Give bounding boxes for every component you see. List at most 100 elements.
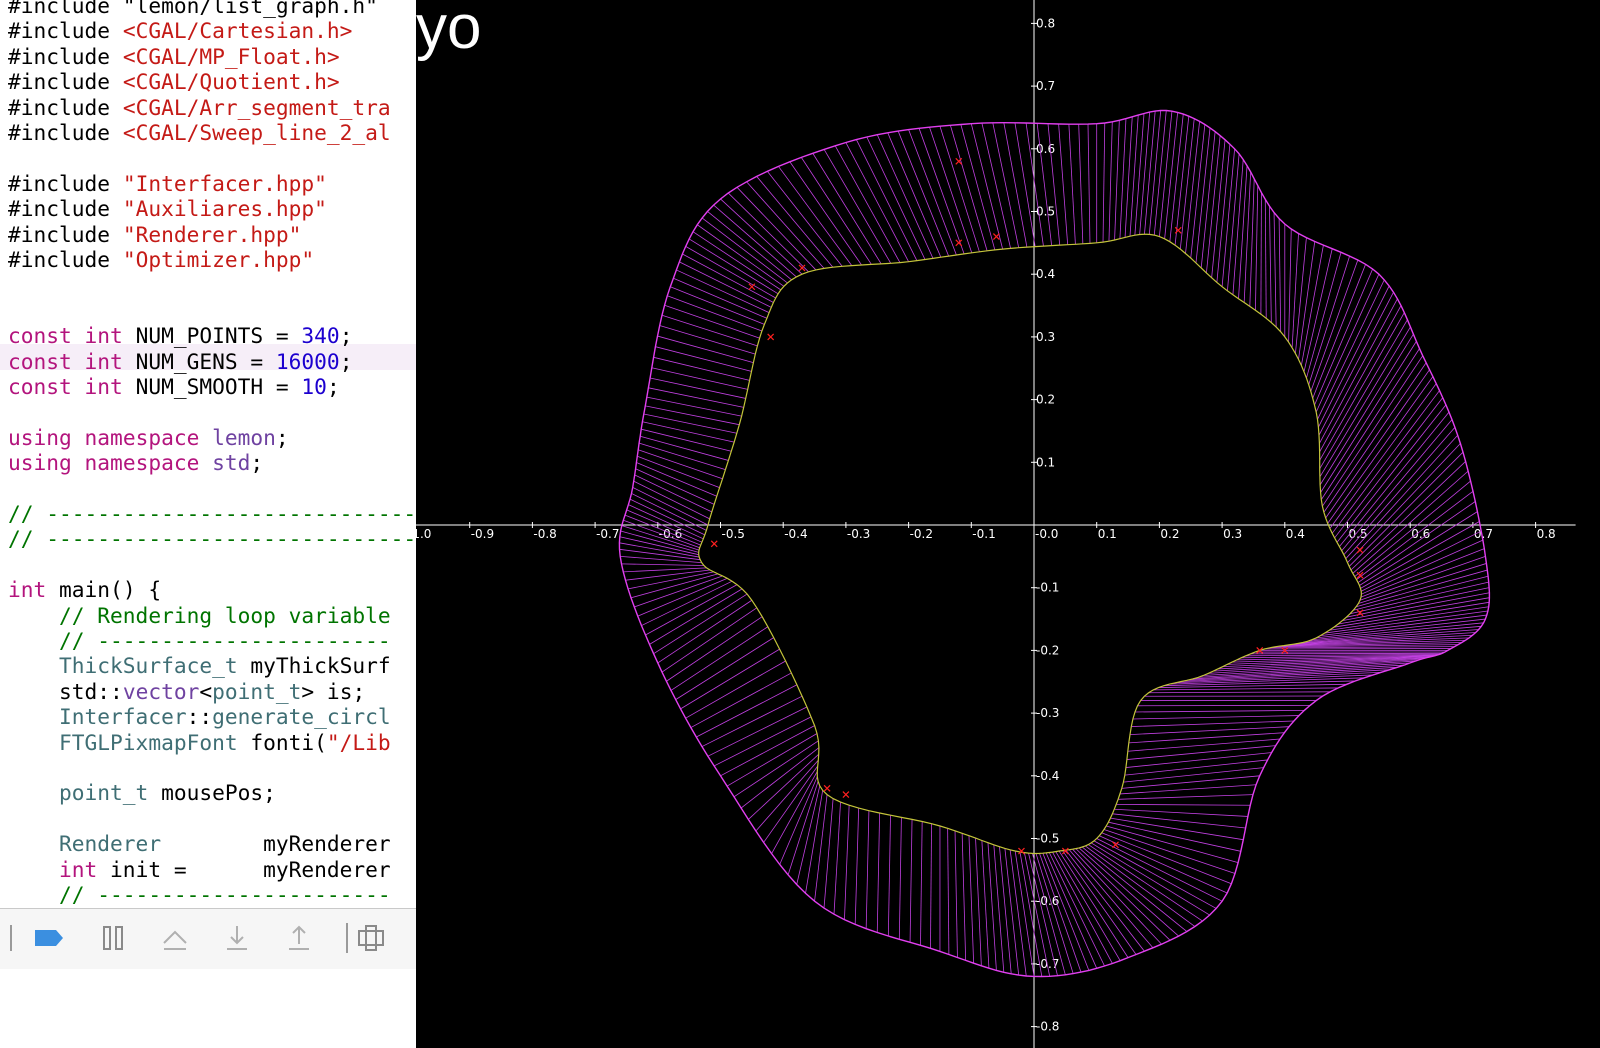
code-line[interactable]: #include <CGAL/Sweep_line_2_al (8, 120, 391, 146)
surface-connector (1072, 848, 1162, 945)
code-line[interactable]: const int NUM_GENS = 16000; (8, 349, 352, 375)
surface-connector (645, 405, 740, 426)
y-tick-label: -0.2 (1036, 643, 1059, 657)
code-line[interactable]: #include "Optimizer.hpp" (8, 247, 314, 273)
surface-connector (1319, 319, 1408, 469)
x-tick-label: 0.7 (1474, 527, 1493, 541)
code-line[interactable]: ThickSurface_t myThickSurf (8, 653, 391, 679)
surface-connector (1129, 726, 1290, 735)
surface-connector (898, 817, 902, 940)
surface-connector (1119, 118, 1127, 239)
code-line[interactable]: #include <CGAL/Quotient.h> (8, 69, 340, 95)
surface-connector (1283, 639, 1466, 646)
surface-connector (713, 716, 812, 767)
code-line[interactable]: using namespace std; (8, 450, 263, 476)
code-line[interactable]: int main() { (8, 577, 161, 603)
surface-connector (1169, 114, 1184, 242)
surface-connector (620, 530, 699, 553)
step-over-button[interactable] (160, 923, 190, 953)
surface-connector (640, 435, 729, 461)
y-tick-label: -0.5 (1036, 832, 1059, 846)
code-line[interactable]: #include "Interfacer.hpp" (8, 171, 327, 197)
surface-connector (1278, 218, 1282, 332)
code-line[interactable]: std::vector<point_t> is; (8, 679, 365, 705)
code-line[interactable]: #include "Auxiliares.hpp" (8, 196, 327, 222)
surface-connector (1031, 853, 1066, 975)
surface-connector (1273, 212, 1277, 328)
surface-connector (1208, 660, 1416, 674)
code-line[interactable]: const int NUM_SMOOTH = 10; (8, 374, 340, 400)
breakpoints-toggle-button[interactable] (34, 923, 64, 953)
code-line[interactable]: #include <CGAL/Cartesian.h> (8, 18, 352, 44)
debug-view-hierarchy-button[interactable] (356, 923, 386, 953)
code-token: FTGLPixmapFont (8, 729, 238, 755)
code-line[interactable]: Renderer myRenderer (8, 831, 391, 857)
code-line[interactable]: Interfacer::generate_circl (8, 704, 391, 730)
surface-connector (834, 145, 901, 263)
surface-connector (1126, 745, 1276, 760)
opengl-render-window[interactable]: -1.0 -0.9 -0.8 -0.7 -0.6 -0.5 -0.4 -0.3 -0.2 -0.1… (416, 0, 1600, 1048)
surface-connector (619, 548, 701, 561)
code-line[interactable]: #include <CGAL/Arr_segment_tra (8, 95, 391, 121)
code-line[interactable]: // ----------------------- (8, 882, 391, 908)
surface-connector (1128, 732, 1285, 744)
code-line[interactable]: const int NUM_POINTS = 340; (8, 323, 352, 349)
code-line[interactable]: #include <CGAL/MP_Float.h> (8, 44, 340, 70)
intersection-marker (1256, 646, 1264, 654)
surface-connector (1159, 111, 1173, 237)
y-tick-label: -0.8 (1036, 1020, 1059, 1034)
surface-connector (1148, 691, 1331, 694)
surface-connector (1047, 123, 1061, 246)
y-tick-label: 0.8 (1036, 16, 1055, 30)
surface-connector (637, 577, 728, 617)
debug-toolbar (0, 908, 416, 970)
surface-connector (1139, 112, 1151, 235)
intersection-marker (798, 264, 806, 272)
surface-connector (1360, 530, 1482, 592)
code-line[interactable]: #include "lemon/list_graph.h" (8, 0, 378, 19)
surface-connector (939, 126, 980, 252)
outer-boundary (618, 109, 1491, 978)
code-line[interactable]: int init = myRenderer (8, 857, 391, 883)
surface-connector (1345, 435, 1458, 559)
code-line[interactable]: point_t mousePos; (8, 780, 276, 806)
surface-connector (1349, 581, 1489, 615)
code-token: lemon (212, 424, 276, 450)
step-into-icon (227, 926, 247, 950)
surface-connector (1087, 124, 1091, 244)
surface-connector (1078, 124, 1084, 244)
surface-connector (623, 567, 707, 573)
surface-connector (1093, 840, 1217, 909)
surface-connector (987, 842, 997, 971)
pause-button[interactable] (98, 923, 128, 953)
code-line[interactable]: // ----------------------- (8, 628, 391, 654)
surface-connector (736, 187, 817, 271)
surface-connector (1112, 813, 1246, 829)
surface-connector (1278, 642, 1462, 647)
surface-connector (1306, 252, 1342, 379)
step-into-button[interactable] (222, 923, 252, 953)
code-line[interactable]: using namespace lemon; (8, 425, 289, 451)
surface-connector (636, 462, 717, 497)
surface-connector (1023, 852, 1051, 977)
code-line[interactable]: // Rendering loop variable (8, 603, 391, 629)
surface-connector (675, 637, 774, 700)
code-token: "Interfacer.hpp" (122, 170, 327, 196)
surface-connector (726, 733, 818, 787)
surface-connector (1065, 849, 1145, 952)
code-token: :: (186, 704, 213, 730)
thick-surface-plot[interactable]: -1.0 -0.9 -0.8 -0.7 -0.6 -0.5 -0.4 -0.3 -0.2 -0.1… (416, 0, 1600, 1048)
x-tick-label: -0.7 (596, 527, 619, 541)
code-line[interactable]: FTGLPixmapFont fonti("/Lib (8, 730, 391, 756)
code-line[interactable]: #include "Renderer.hpp" (8, 222, 301, 248)
surface-connector (664, 304, 760, 339)
code-token: #include (8, 43, 123, 69)
code-editor[interactable]: #include "lemon/list_graph.h" #include <C… (0, 0, 416, 908)
code-line[interactable]: // ------------------------------ (8, 526, 416, 552)
code-line[interactable]: // ------------------------------ (8, 501, 416, 527)
step-out-button[interactable] (284, 923, 314, 953)
surface-connector (676, 269, 770, 314)
surface-connector (713, 204, 797, 278)
surface-connector (690, 672, 792, 728)
code-token: init = myRenderer (97, 856, 391, 882)
